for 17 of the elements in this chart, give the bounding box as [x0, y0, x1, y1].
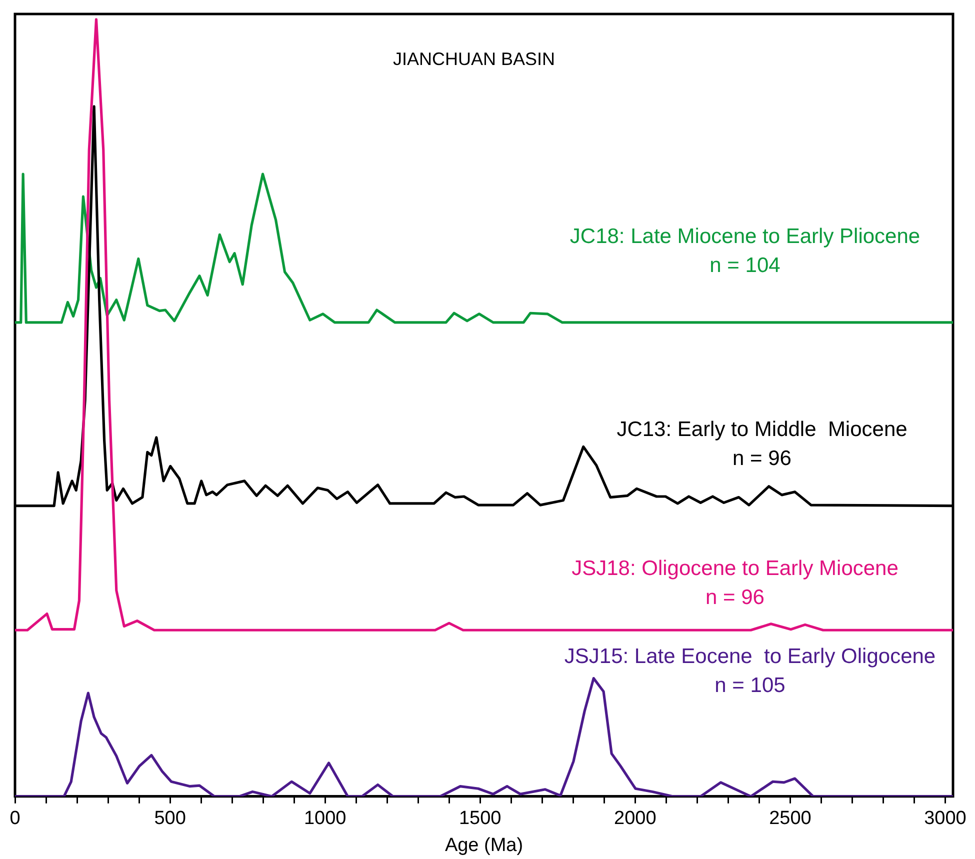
- text: JIANCHUAN BASIN: [392, 48, 556, 69]
- x-tick-label: 0: [10, 808, 20, 830]
- x-tick-label: 500: [154, 808, 186, 830]
- x-axis-title: Age (Ma): [444, 834, 524, 856]
- text: JC18: Late Miocene to Early Pliocene: [570, 224, 920, 248]
- x-tick-label: 2000: [614, 808, 656, 830]
- x-tick-label: 1000: [304, 808, 346, 830]
- annotation: n = 105: [714, 674, 786, 697]
- x-tick-label: 1500: [458, 808, 502, 830]
- text: JSJ18: Oligocene to Early Miocene: [572, 556, 898, 580]
- annotation: n = 96: [706, 586, 764, 609]
- series-label: JC13: Early to Middle Miocene: [616, 418, 908, 441]
- x-tick-label: 3000: [924, 808, 966, 830]
- series-label: JSJ15: Late Eocene to Early Oligocene: [564, 644, 936, 668]
- x-tick-label: 2500: [769, 808, 812, 830]
- annotation: n = 104: [710, 254, 781, 277]
- annotation: n = 96: [732, 446, 792, 470]
